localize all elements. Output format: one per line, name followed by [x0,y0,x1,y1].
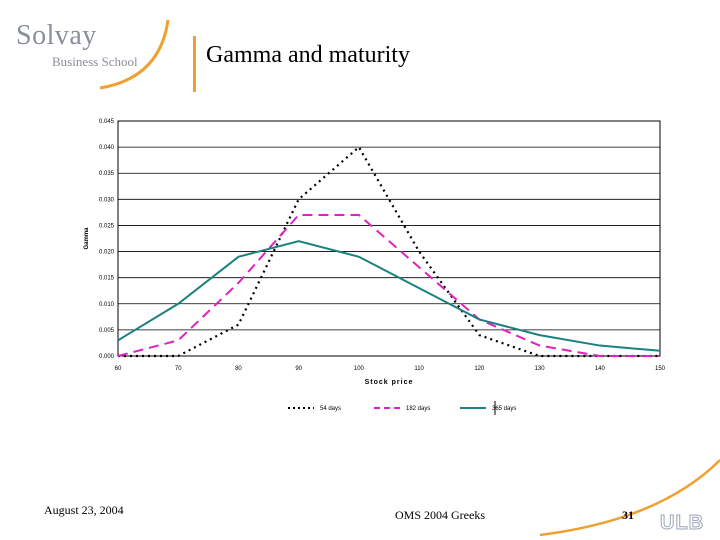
legend-label-1: 54 days [320,406,341,412]
x-tick-label: 120 [474,366,485,372]
logo-main-text: Solvay [16,20,97,51]
x-tick-label: 140 [595,366,606,372]
plot-border [117,120,661,357]
series-line-3 [117,240,661,352]
x-tick-label: 70 [175,366,182,372]
legend-label-2: 182 days [406,406,430,412]
page-number: 31 [622,508,634,522]
y-tick-label: 0.005 [99,328,115,334]
y-axis-label: Gamma [84,227,90,250]
corner-swoosh-icon [539,459,720,537]
x-tick-label: 90 [295,366,302,372]
y-tick-label: 0.015 [99,276,115,282]
x-axis-label: Stock price [365,379,414,386]
y-tick-label: 0.020 [99,250,115,256]
x-tick-labels: 60 70 80 90 100 110 120 130 140 150 [115,366,666,372]
y-tick-label: 0.045 [99,119,115,125]
footer-course: OMS 2004 Greeks [395,508,485,522]
solvay-logo: Solvay Business School [10,8,180,98]
logo-sub-text: Business School [52,54,138,69]
grid-layer [118,120,660,357]
y-tick-labels: 0.000 0.005 0.010 0.015 0.020 0.025 0.030 0.035… [99,119,115,360]
legend-label-3: 365 days [492,406,516,412]
y-tick-label: 0.010 [99,302,115,308]
x-tick-label: 80 [235,366,242,372]
x-tick-label: 150 [655,366,666,372]
ulb-logo: ULB [659,512,705,535]
y-tick-label: 0.040 [99,145,115,151]
page-title: Gamma and maturity [206,42,410,68]
x-tick-label: 130 [535,366,546,372]
y-tick-label: 0.035 [99,171,115,177]
logo-arc-icon [99,19,170,90]
title-divider [193,36,196,92]
series-line-2 [117,214,660,357]
y-tick-label: 0.000 [99,354,115,360]
x-tick-label: 60 [115,366,122,372]
x-tick-label: 100 [354,366,365,372]
series-layer [117,145,661,358]
y-tick-label: 0.025 [99,223,115,229]
chart-legend: 54 days 182 days 365 days [288,401,516,415]
y-tick-label: 0.030 [99,197,115,203]
x-tick-label: 110 [414,366,424,372]
footer-date: August 23, 2004 [44,503,124,517]
